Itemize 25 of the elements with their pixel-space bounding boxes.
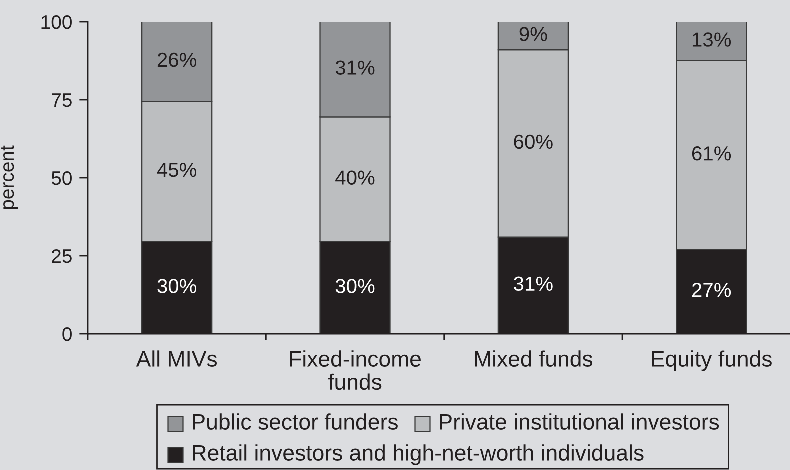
data-label: 26%	[158, 52, 197, 68]
data-label: 40%	[336, 170, 375, 185]
data-label: 60%	[514, 134, 553, 150]
data-label: 27%	[692, 283, 732, 298]
x-tick-label: Equity funds	[652, 350, 772, 372]
legend-label: Retail investors and high-net-worth individuals	[193, 444, 644, 466]
x-tick-label: All MIVs	[136, 350, 218, 367]
data-label: 13%	[692, 32, 732, 47]
data-label: 30%	[158, 279, 197, 294]
data-label: 45%	[157, 162, 197, 178]
y-tick-label: 25	[52, 249, 72, 264]
y-tick-label: 100	[42, 15, 72, 30]
data-label: 61%	[692, 146, 732, 161]
data-label: 9%	[520, 27, 548, 42]
legend-label: Public sector funders	[193, 414, 398, 430]
legend-label: Private institutional investors	[440, 414, 720, 430]
y-tick-label: 0	[62, 327, 72, 342]
y-tick-label: 50	[52, 171, 72, 186]
y-axis-title: percent	[1, 146, 18, 210]
data-label: 31%	[336, 60, 375, 75]
data-label: 31%	[514, 276, 553, 292]
x-tick-label: Fixed-income funds	[290, 350, 421, 390]
y-tick-label: 75	[52, 94, 72, 108]
data-label: 30%	[336, 279, 375, 294]
x-tick-label: Mixed funds	[475, 350, 593, 367]
